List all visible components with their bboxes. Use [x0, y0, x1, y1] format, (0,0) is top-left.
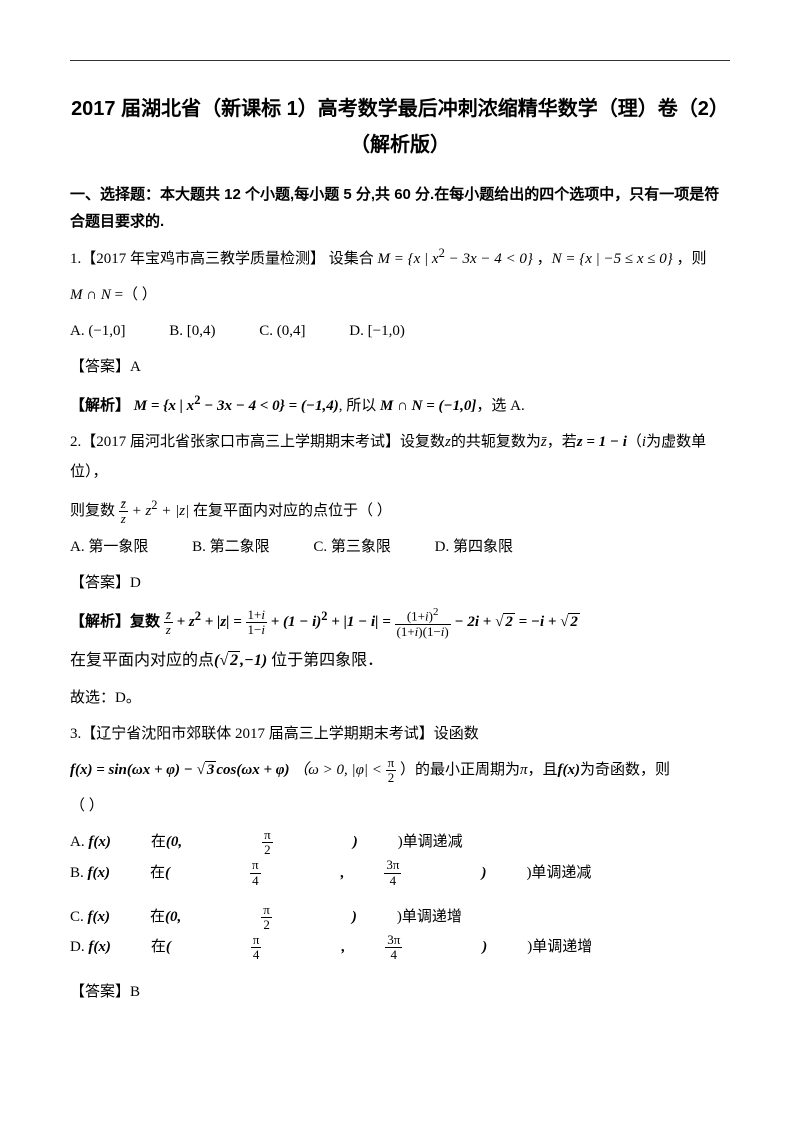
q2-optC: C. 第三象限 — [313, 532, 391, 562]
q2-frac-zbar-z: z̄z — [119, 497, 128, 527]
q1-ana-suffix: , 所以 — [339, 398, 377, 414]
q3-optA-post: )单调递减 — [398, 827, 463, 857]
q1-ana-eq2: M ∩ N = (−1,0] — [380, 398, 476, 414]
q2-ana-line2: 在复平面内对应的点(√2,−1) 位于第四象限． — [70, 645, 730, 677]
q3-optB: B. f(x)在(π4,3π4))单调递减 — [70, 858, 631, 888]
q1-ana-eq1: M = {x | x2 − 3x − 4 < 0} = (−1,4) — [134, 398, 339, 414]
q1-line2-suffix: =（ ） — [111, 287, 157, 303]
q2-ana-frac2: 1+i1−i — [246, 608, 267, 638]
q1-set-N: N = {x | −5 ≤ x ≤ 0} — [552, 251, 673, 267]
q3-frac-pi2: π2 — [386, 756, 397, 786]
q2-ana-label: 【解析】复数 — [70, 614, 160, 630]
q3-optA-frac: π2 — [262, 828, 313, 858]
q2-ana-line3: 故选：D。 — [70, 683, 730, 713]
q3-optC-post: )单调递增 — [397, 902, 462, 932]
q3-optC-pre: C. f(x)在(0, — [70, 902, 221, 932]
q1-optA: A. (−1,0] — [70, 316, 126, 346]
q3-optD-frac1: π4 — [251, 933, 302, 963]
q1-optC: C. (0,4] — [259, 316, 305, 346]
q3-optD-frac2: 3π4 — [385, 933, 442, 963]
q3-optA: A. f(x)在(0,π2))单调递减 — [70, 827, 503, 857]
q1-optB: B. [0,4) — [169, 316, 215, 346]
q2-stem2: 则复数 z̄z + z2 + |z| 在复平面内对应的点位于（ ） — [70, 493, 730, 526]
q2-ana-frac1: z̄z — [164, 608, 173, 638]
q2-ana-e3: − 2i + √2 = −i + √2 — [455, 613, 580, 630]
q1-set-M: M = {x | x2 − 3x − 4 < 0} — [378, 251, 533, 267]
q1-line2: M ∩ N =（ ） — [70, 280, 730, 310]
q3-optB-frac1: π4 — [250, 858, 301, 888]
q3-stem2-suffix: ）的最小正周期为π，且f(x)为奇函数，则 — [400, 762, 670, 778]
page-title: 2017 届湖北省（新课标 1）高考数学最后冲刺浓缩精华数学（理）卷（2）（解析… — [70, 91, 730, 163]
section-1-heading: 一、选择题：本大题共 12 个小题,每小题 5 分,共 60 分.在每小题给出的… — [70, 181, 730, 235]
q3-optC: C. f(x)在(0,π2))单调递增 — [70, 902, 502, 932]
q1-ana-tail: ，选 A. — [476, 398, 524, 414]
q2-ana-e1: + z2 + |z| = — [177, 614, 246, 630]
q1-optD: D. [−1,0) — [349, 316, 405, 346]
q2-options: A. 第一象限 B. 第二象限 C. 第三象限 D. 第四象限 — [70, 532, 730, 562]
q3-optB-frac2: 3π4 — [384, 858, 441, 888]
q3-optA-pre: A. f(x)在(0, — [70, 827, 222, 857]
q3-optB-post: )单调递减 — [526, 858, 591, 888]
q2-ana-e2: + (1 − i)2 + |1 − i| = — [271, 614, 395, 630]
q2-stem: 2.【2017 届河北省张家口市高三上学期期末考试】设复数z的共轭复数为z̄，若… — [70, 427, 730, 487]
q1-answer: 【答案】A — [70, 352, 730, 382]
q1-stem-prefix: 1.【2017 年宝鸡市高三教学质量检测】 设集合 — [70, 251, 378, 267]
q3-options-row2: C. f(x)在(0,π2))单调递增 D. f(x)在(π4,3π4))单调递… — [70, 902, 730, 963]
q3-answer: 【答案】B — [70, 977, 730, 1007]
q3-func: f(x) = sin(ωx + φ) − √3cos(ωx + φ) — [70, 761, 290, 778]
q2-stem-text: 2.【2017 届河北省张家口市高三上学期期末考试】设复数z的共轭复数为z̄，若… — [70, 434, 706, 480]
q3-optD-pre: D. f(x)在( — [70, 932, 211, 962]
q3-optD-post: )单调递增 — [527, 932, 592, 962]
q3-options-row1: A. f(x)在(0,π2))单调递减 B. f(x)在(π4,3π4))单调递… — [70, 827, 730, 888]
q2-expr-rest: + z2 + |z| — [132, 503, 190, 519]
q1-stem: 1.【2017 年宝鸡市高三教学质量检测】 设集合 M = {x | x2 − … — [70, 241, 730, 274]
q3-cond: （ω > 0, |φ| < — [293, 762, 385, 778]
q1-analysis: 【解析】 M = {x | x2 − 3x − 4 < 0} = (−1,4),… — [70, 388, 730, 421]
q2-optD: D. 第四象限 — [435, 532, 513, 562]
q3-stem2: f(x) = sin(ωx + φ) − √3cos(ωx + φ) （ω > … — [70, 755, 730, 785]
q1-stem-suffix: ，则 — [677, 251, 707, 267]
q3-optC-frac: π2 — [261, 903, 312, 933]
q3-optB-pre: B. f(x)在( — [70, 858, 210, 888]
q2-stem2-prefix: 则复数 — [70, 503, 115, 519]
q2-answer: 【答案】D — [70, 568, 730, 598]
q3-stem: 3.【辽宁省沈阳市郊联体 2017 届高三上学期期末考试】设函数 — [70, 719, 730, 749]
q1-ana-label: 【解析】 — [70, 398, 130, 414]
q1-options: A. (−1,0] B. [0,4) C. (0,4] D. [−1,0) — [70, 316, 730, 346]
q2-ana-frac3: (1+i)2(1+i)(1−i) — [395, 607, 451, 639]
q3-optD: D. f(x)在(π4,3π4))单调递增 — [70, 932, 632, 962]
q2-stem2-suffix: 在复平面内对应的点位于（ ） — [193, 503, 392, 519]
q2-optA: A. 第一象限 — [70, 532, 148, 562]
q1-MN: M ∩ N — [70, 287, 111, 303]
q2-optB: B. 第二象限 — [192, 532, 270, 562]
top-rule — [70, 60, 730, 61]
q2-analysis: 【解析】复数 z̄z + z2 + |z| = 1+i1−i + (1 − i)… — [70, 604, 730, 639]
q3-blank: （ ） — [70, 791, 730, 821]
